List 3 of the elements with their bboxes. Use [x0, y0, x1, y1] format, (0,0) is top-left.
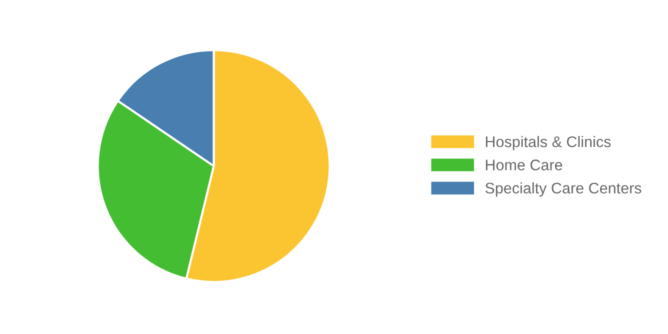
legend-label: Hospitals & Clinics: [486, 136, 611, 150]
legend-label: Specialty Care Centers: [485, 182, 642, 197]
legend-label: Home Care: [486, 160, 562, 170]
